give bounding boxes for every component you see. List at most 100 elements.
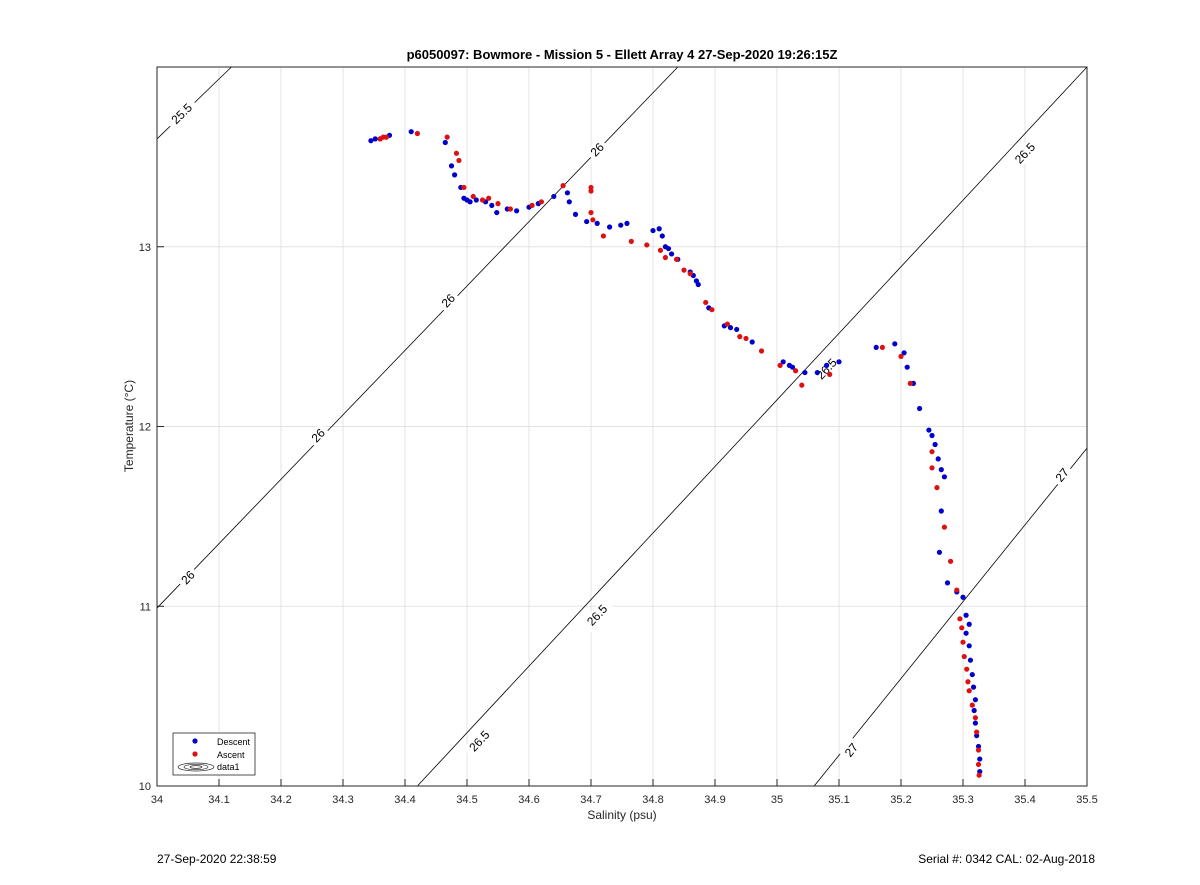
isopycnal-label-gap xyxy=(809,351,844,387)
ascent-point xyxy=(644,242,650,248)
ascent-point xyxy=(964,666,970,672)
isopycnal-label-25.5: 25.5 xyxy=(164,96,199,131)
descent-point xyxy=(473,197,479,203)
descent-point xyxy=(972,697,979,703)
x-tick-label: 34 xyxy=(151,794,163,806)
x-tick-label: 34.8 xyxy=(642,794,663,806)
descent-point xyxy=(572,211,579,217)
y-axis-label: Temperature (°C) xyxy=(122,380,136,472)
ascent-point xyxy=(957,616,963,622)
chart-title: p6050097: Bowmore - Mission 5 - Ellett A… xyxy=(407,47,838,62)
x-tick-label: 35 xyxy=(771,794,783,806)
ascent-point xyxy=(588,184,594,191)
ascent-point xyxy=(383,134,389,140)
isopycnal-label-26: 26 xyxy=(306,423,331,448)
ascent-point xyxy=(479,197,486,203)
isopycnal-label-gap xyxy=(585,137,610,162)
ascent-point xyxy=(486,195,492,201)
descent-point xyxy=(824,362,830,368)
x-tick-label: 35.2 xyxy=(890,794,911,806)
isopycnal-label-26: 26 xyxy=(585,137,610,162)
descent-point xyxy=(665,245,672,252)
isopycnal-label-gap xyxy=(164,96,199,131)
x-tick-label: 35.1 xyxy=(828,794,849,806)
descent-point xyxy=(650,227,656,234)
ascent-point xyxy=(777,362,783,368)
descent-point xyxy=(452,172,458,178)
descent-point xyxy=(963,612,969,618)
y-tick-label: 10 xyxy=(139,781,151,793)
ascent-point xyxy=(975,761,982,768)
descent-point xyxy=(971,707,977,714)
isopycnal-line-27 xyxy=(813,447,1088,787)
ascent-point xyxy=(907,380,913,386)
x-tick-label: 34.9 xyxy=(704,794,725,806)
ascent-point xyxy=(758,348,765,354)
ascent-point xyxy=(966,688,972,694)
descent-point xyxy=(975,743,982,750)
ascent-point xyxy=(954,587,960,593)
y-tick-label: 12 xyxy=(139,422,151,434)
descent-point xyxy=(564,190,571,196)
descent-point xyxy=(734,326,740,333)
x-tick-label: 35.5 xyxy=(1076,794,1097,806)
ascent-point xyxy=(959,625,965,631)
descent-point xyxy=(970,684,977,690)
ascent-point xyxy=(948,558,954,564)
x-tick-label: 34.7 xyxy=(580,794,601,806)
descent-point xyxy=(873,344,879,351)
legend-ascent-marker xyxy=(192,751,198,757)
ascent-point xyxy=(600,233,607,239)
isopycnal-label-26.5: 26.5 xyxy=(462,723,497,759)
ascent-point xyxy=(737,334,743,340)
descent-point xyxy=(656,226,662,232)
descent-point xyxy=(814,369,820,376)
x-tick-label: 34.4 xyxy=(394,794,415,806)
legend: Descent Ascent data1 xyxy=(172,732,256,776)
ascent-point xyxy=(628,238,634,244)
descent-point xyxy=(551,193,557,200)
descent-point xyxy=(969,671,975,678)
descent-point xyxy=(966,621,972,627)
ascent-point xyxy=(529,202,535,209)
legend-contour-icon xyxy=(177,762,215,772)
ascent-point xyxy=(588,188,594,194)
descent-point xyxy=(607,224,613,230)
ascent-point xyxy=(976,772,982,778)
ascent-point xyxy=(975,747,982,753)
x-axis-label: Salinity (psu) xyxy=(587,808,656,822)
descent-point xyxy=(926,427,932,433)
ascent-point xyxy=(662,254,669,261)
x-tick-label: 35.4 xyxy=(1014,794,1035,806)
ascent-point xyxy=(414,130,420,137)
descent-point xyxy=(974,733,980,739)
descent-point xyxy=(372,136,378,142)
descent-point xyxy=(368,138,374,144)
ascent-point xyxy=(538,199,545,205)
legend-descent-marker xyxy=(192,738,198,744)
y-tick-label: 13 xyxy=(139,242,151,254)
descent-point xyxy=(932,441,938,448)
isopycnal-label-gap xyxy=(580,598,614,633)
descent-point xyxy=(624,220,630,226)
isopycnal-label-gap xyxy=(436,288,461,313)
descent-point xyxy=(566,199,572,205)
descent-point xyxy=(936,549,943,555)
ascent-point xyxy=(703,299,709,306)
descent-point xyxy=(749,339,755,345)
ascent-point xyxy=(965,679,971,685)
descent-point xyxy=(935,456,941,462)
ascent-point xyxy=(743,335,749,342)
descent-point xyxy=(960,594,966,600)
descent-point xyxy=(892,341,898,347)
ascent-point xyxy=(456,157,462,164)
descent-point xyxy=(901,350,907,356)
x-tick-label: 34.2 xyxy=(270,794,291,806)
isopycnal-label-27: 27 xyxy=(1050,462,1074,488)
ascent-point xyxy=(972,715,979,721)
ascent-point xyxy=(657,247,664,253)
descent-point xyxy=(966,643,972,649)
legend-ascent-label: Ascent xyxy=(217,750,245,760)
descent-point xyxy=(695,281,701,288)
isopycnal-label-gap xyxy=(1008,136,1042,171)
